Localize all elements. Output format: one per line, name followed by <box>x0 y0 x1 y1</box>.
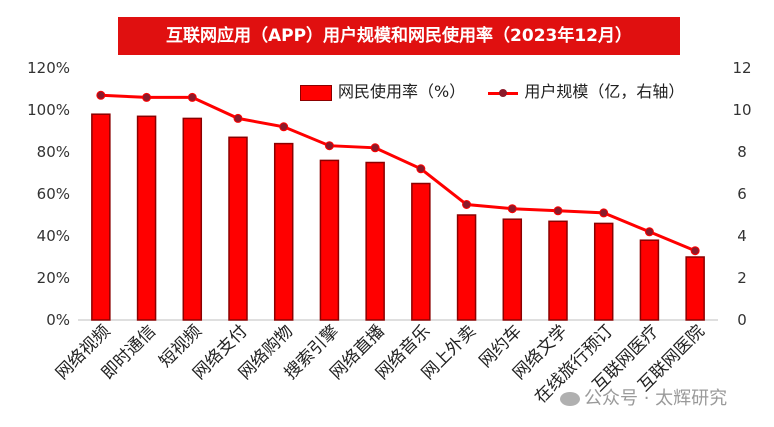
bar <box>273 142 294 321</box>
line-point <box>233 113 243 123</box>
left-axis-tick-label: 100% <box>27 101 70 119</box>
legend-bar-label: 网民使用率（%） <box>338 82 466 101</box>
right-axis-tick-label: 6 <box>737 185 747 203</box>
wechat-icon <box>560 392 580 406</box>
left-axis-tick-label: 40% <box>37 227 70 245</box>
line-point <box>96 90 106 100</box>
chart-title: 互联网应用（APP）用户规模和网民使用率（2023年12月） <box>165 26 633 46</box>
line-point <box>416 164 426 174</box>
bar <box>593 222 614 321</box>
legend-line-label: 用户规模（亿，右轴） <box>524 82 685 101</box>
left-axis-tick-label: 60% <box>37 185 70 203</box>
bar <box>502 218 523 321</box>
right-axis-tick-label: 0 <box>737 311 747 329</box>
left-axis-tick-label: 20% <box>37 269 70 287</box>
line-point <box>462 200 472 209</box>
series-line-user-scale <box>100 93 696 253</box>
watermark-text: 公众号 · 太辉研究 <box>584 388 728 409</box>
legend-item-line: 用户规模（亿，右轴） <box>488 78 684 102</box>
bar <box>639 239 660 321</box>
watermark: 公众号 · 太辉研究 <box>560 384 727 410</box>
legend-item-bar: 网民使用率（%） <box>300 78 465 102</box>
bar <box>456 214 477 321</box>
right-axis-tick-label: 10 <box>732 101 751 119</box>
left-axis-tick-label: 120% <box>27 59 70 77</box>
right-axis-tick-label: 12 <box>732 59 751 77</box>
legend-bar-swatch <box>300 84 332 101</box>
line-point <box>279 122 289 132</box>
chart-title-background <box>118 17 680 55</box>
left-axis-tick-label: 0% <box>46 311 70 329</box>
bar <box>136 115 157 321</box>
right-axis-tick-label: 4 <box>737 227 747 245</box>
bar <box>548 220 568 321</box>
bar <box>182 117 203 321</box>
bar <box>685 256 705 321</box>
legend: 网民使用率（%） 用户规模（亿，右轴） <box>300 78 702 102</box>
bar <box>91 113 111 321</box>
line-point <box>142 92 152 102</box>
line-point <box>370 143 380 153</box>
right-axis-tick-label: 8 <box>737 143 747 161</box>
line-point <box>187 92 197 102</box>
line-point <box>599 208 609 218</box>
bar <box>228 136 248 321</box>
bar <box>365 161 385 321</box>
line-point <box>324 141 334 151</box>
bar <box>411 182 431 321</box>
left-axis-tick-label: 80% <box>37 143 70 161</box>
bar <box>319 159 340 321</box>
line-point <box>644 227 654 237</box>
line-point <box>690 246 700 256</box>
line-point <box>507 204 517 214</box>
line-point <box>553 206 563 216</box>
right-axis-tick-label: 2 <box>737 269 747 287</box>
legend-line-swatch <box>488 86 519 100</box>
